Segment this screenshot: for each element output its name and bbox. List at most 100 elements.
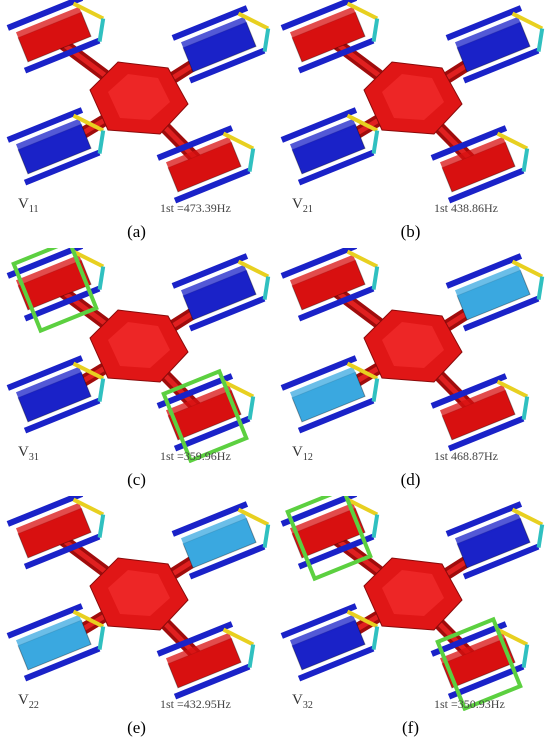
rail	[23, 37, 101, 74]
rail	[156, 125, 234, 161]
rail	[6, 603, 84, 639]
rail	[6, 0, 84, 31]
mode-label: V21	[292, 196, 313, 215]
caption: (d)	[400, 470, 421, 489]
rail	[280, 248, 358, 279]
end-block	[6, 248, 106, 334]
spring	[97, 18, 106, 42]
rail	[6, 107, 84, 143]
mode-letter: V	[292, 444, 303, 460]
end-block	[445, 5, 545, 84]
spring	[371, 130, 380, 154]
block-top	[439, 384, 507, 418]
rail	[280, 355, 358, 391]
spring	[97, 514, 106, 538]
rail	[297, 37, 375, 74]
rail	[430, 373, 508, 409]
center-top	[382, 322, 444, 368]
rail	[462, 295, 540, 332]
spring	[72, 249, 105, 269]
mode-index: 21	[302, 204, 313, 215]
spring	[247, 148, 256, 172]
block-top	[15, 366, 83, 400]
spring	[237, 259, 270, 279]
mode-label: V32	[292, 692, 313, 711]
rail	[462, 47, 540, 84]
block-top	[439, 632, 507, 666]
mode-letter: V	[18, 196, 29, 212]
block-top	[165, 384, 233, 418]
spring	[97, 378, 106, 402]
spring	[371, 626, 380, 650]
spring	[346, 609, 379, 629]
rail	[430, 621, 508, 657]
block-top	[289, 366, 357, 400]
block-top	[439, 136, 507, 170]
spring	[237, 11, 270, 31]
block-top	[15, 118, 83, 152]
rail	[447, 167, 525, 204]
rail	[445, 501, 523, 537]
spring	[247, 396, 256, 420]
mode-index: 22	[28, 700, 39, 711]
frame	[161, 368, 249, 463]
block-top	[15, 6, 83, 40]
rail	[6, 355, 84, 391]
rail	[173, 663, 251, 700]
spring	[72, 1, 105, 21]
block-top	[289, 254, 357, 288]
caption: (a)	[127, 222, 146, 241]
rail	[280, 603, 358, 639]
end-block	[6, 107, 106, 186]
rail	[462, 543, 540, 580]
rail	[6, 248, 84, 279]
end-block	[280, 248, 380, 322]
panel: V31 1st =359.96Hz (c)	[0, 248, 273, 495]
spring	[346, 497, 379, 517]
rail	[445, 253, 523, 289]
end-block	[445, 501, 545, 580]
mode-letter: V	[292, 692, 303, 708]
frame	[11, 248, 99, 334]
block-top	[180, 512, 248, 546]
end-block	[156, 621, 256, 700]
block-top	[289, 6, 357, 40]
spring	[72, 361, 105, 381]
end-block	[6, 355, 106, 434]
rail	[297, 533, 375, 570]
center-top	[108, 570, 170, 616]
frequency: 1st 468.87Hz	[434, 449, 498, 463]
center-top	[108, 322, 170, 368]
rail	[156, 373, 234, 409]
spring	[371, 378, 380, 402]
spring	[97, 266, 106, 290]
rail	[430, 125, 508, 161]
frequency: 1st =473.39Hz	[160, 201, 231, 215]
spring	[346, 1, 379, 21]
rail	[23, 285, 101, 322]
end-block	[171, 5, 271, 84]
mode-label: V11	[18, 196, 38, 215]
block-top	[165, 136, 233, 170]
center-top	[108, 74, 170, 120]
rail	[445, 5, 523, 41]
rail	[188, 47, 266, 84]
end-block	[6, 496, 106, 570]
spring	[346, 113, 379, 133]
spring	[72, 497, 105, 517]
frame	[285, 496, 373, 582]
spring	[72, 113, 105, 133]
block-top	[165, 632, 233, 666]
end-block	[430, 373, 530, 452]
mode-index: 11	[28, 204, 39, 215]
rail	[171, 253, 249, 289]
end-block	[445, 253, 545, 332]
caption: (f)	[402, 718, 419, 737]
block-top	[289, 118, 357, 152]
panel: V11 1st =473.39Hz (a)	[0, 0, 273, 247]
end-block	[156, 368, 256, 463]
spring	[222, 131, 255, 151]
rail	[297, 285, 375, 322]
caption: (c)	[127, 470, 146, 489]
